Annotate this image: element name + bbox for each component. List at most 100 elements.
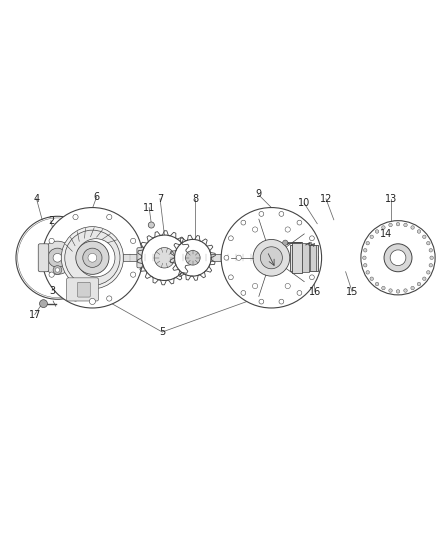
Text: 8: 8 [192,194,198,204]
Circle shape [252,284,258,289]
Circle shape [310,236,314,241]
Text: 17: 17 [28,310,41,319]
Circle shape [142,235,187,280]
Circle shape [404,289,407,292]
Text: 7: 7 [157,194,163,204]
Circle shape [364,248,367,252]
Circle shape [310,275,314,280]
Circle shape [429,248,433,252]
Circle shape [154,247,175,268]
Circle shape [185,251,200,265]
Circle shape [411,226,414,229]
Circle shape [77,239,115,277]
Circle shape [221,207,321,308]
Text: 14: 14 [380,229,392,239]
Circle shape [53,265,62,274]
Circle shape [370,277,374,280]
Circle shape [301,255,307,261]
FancyBboxPatch shape [137,248,146,268]
Circle shape [53,253,62,262]
Text: 6: 6 [94,192,100,201]
FancyBboxPatch shape [67,278,99,301]
Circle shape [389,223,392,227]
Circle shape [259,299,264,304]
Circle shape [279,299,284,304]
Circle shape [411,286,414,290]
Circle shape [404,223,407,227]
FancyBboxPatch shape [78,282,90,297]
Circle shape [106,214,112,220]
Circle shape [83,248,102,268]
Circle shape [241,290,246,295]
Circle shape [106,296,112,301]
Circle shape [396,222,400,226]
Circle shape [375,282,379,286]
Circle shape [375,230,379,233]
Circle shape [73,214,78,220]
Circle shape [148,222,154,228]
Circle shape [241,220,246,225]
Circle shape [224,255,229,260]
Circle shape [73,296,78,301]
Circle shape [381,226,385,229]
Text: 15: 15 [346,287,358,297]
Circle shape [396,289,400,293]
Circle shape [423,277,426,280]
Circle shape [423,235,426,239]
Circle shape [131,272,136,277]
FancyBboxPatch shape [292,242,302,273]
Circle shape [61,227,124,289]
Circle shape [252,227,258,232]
Text: 11: 11 [143,203,155,213]
FancyBboxPatch shape [310,245,316,271]
Circle shape [366,241,370,245]
Circle shape [427,271,430,274]
Circle shape [259,212,264,216]
Text: 2: 2 [48,216,54,225]
Circle shape [427,241,430,245]
Circle shape [297,220,302,225]
Circle shape [76,241,109,274]
Text: 3: 3 [49,286,55,295]
Circle shape [229,236,233,241]
Circle shape [285,227,290,232]
Circle shape [364,263,367,267]
Circle shape [89,298,95,304]
Circle shape [430,256,433,260]
Circle shape [55,268,60,272]
Circle shape [390,250,406,265]
Circle shape [48,248,67,268]
Circle shape [384,244,412,272]
Circle shape [417,282,421,286]
Circle shape [285,284,290,289]
Circle shape [39,300,47,308]
Circle shape [41,241,74,274]
Circle shape [174,239,211,276]
Circle shape [49,272,54,277]
Circle shape [279,212,284,216]
Circle shape [131,238,136,244]
Text: 13: 13 [385,194,398,204]
Circle shape [42,207,143,308]
FancyBboxPatch shape [108,254,258,261]
Circle shape [88,253,97,262]
Circle shape [283,240,288,245]
Circle shape [260,247,283,269]
FancyBboxPatch shape [290,245,318,271]
Circle shape [229,275,233,280]
Circle shape [236,255,241,261]
Text: 10: 10 [298,198,310,208]
Circle shape [297,290,302,295]
Text: 16: 16 [309,287,321,297]
Circle shape [363,256,366,260]
Circle shape [381,286,385,290]
Circle shape [65,230,120,285]
Circle shape [49,238,54,244]
Circle shape [253,239,290,276]
Circle shape [366,271,370,274]
Circle shape [417,230,421,233]
Circle shape [314,255,319,260]
FancyBboxPatch shape [38,244,49,272]
Circle shape [389,289,392,292]
Text: 9: 9 [255,189,261,199]
